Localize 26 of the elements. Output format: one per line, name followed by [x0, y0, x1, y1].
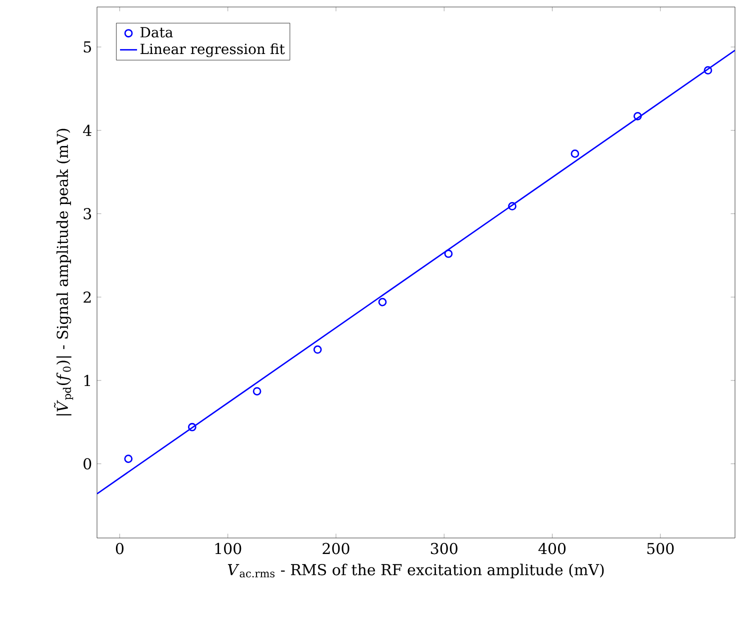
point	[704, 66, 712, 75]
x-tick-label: 400	[538, 542, 566, 554]
x-tick-label: 300	[430, 542, 458, 554]
x-tick-label: 100	[215, 542, 242, 554]
y-tick-label: 3	[84, 208, 92, 220]
y-tick-label: 1	[84, 374, 90, 386]
y-tick-label: 4	[83, 124, 92, 136]
x-tick-label: 0	[116, 542, 124, 554]
point	[508, 202, 516, 210]
x-axis-title: V$_{ac.rms}$ - RMS of the RF excitation amplitude (mV)	[228, 564, 604, 578]
point	[252, 387, 262, 396]
point	[124, 454, 133, 463]
point	[313, 345, 322, 354]
legend-label: Linear regression fit	[140, 43, 285, 58]
legend-label: Data	[140, 27, 173, 38]
y-tick-label: 2	[84, 292, 91, 303]
y-tick-label: 0	[84, 458, 92, 470]
point	[444, 250, 453, 258]
point	[633, 112, 642, 120]
y-tick-label: 5	[84, 41, 91, 53]
x-tick-label: 200	[322, 542, 350, 554]
x-tick-label: 500	[647, 542, 674, 554]
point	[570, 150, 580, 158]
point	[378, 298, 387, 306]
y-axis-title: |Ṽ$_{pd}$(f$_{0}$)| - Signal amplitude peak (mV)	[54, 128, 74, 416]
point	[188, 422, 196, 432]
